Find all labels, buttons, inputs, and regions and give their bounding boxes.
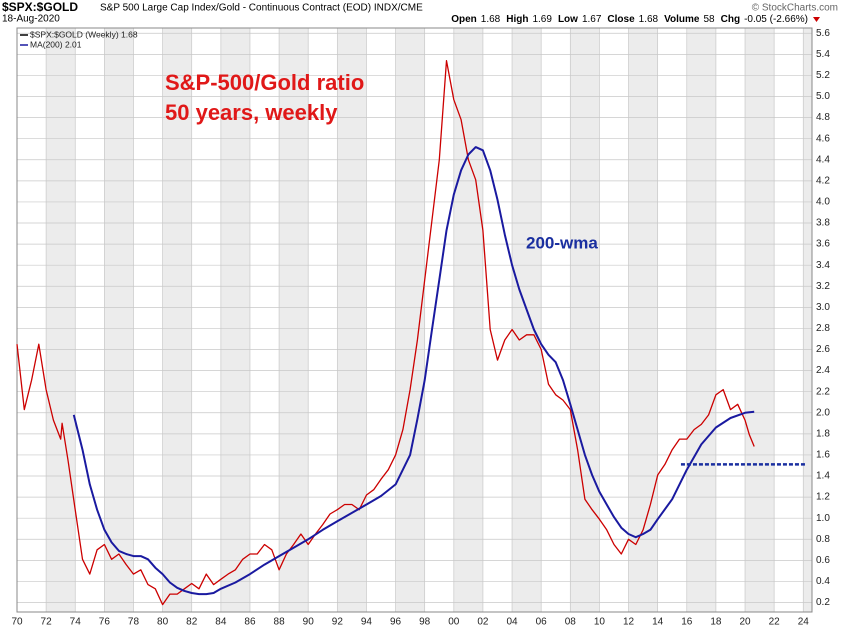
y-tick-label: 5.0: [816, 91, 830, 102]
quote-label: Volume: [664, 14, 700, 25]
band: [104, 28, 134, 612]
y-tick-label: 0.2: [816, 597, 830, 608]
x-tick-label: 22: [769, 617, 781, 628]
y-tick-label: 1.6: [816, 450, 830, 461]
y-tick-label: 3.2: [816, 281, 830, 292]
y-tick-label: 4.2: [816, 175, 830, 186]
y-tick-label: 4.6: [816, 133, 830, 144]
quote-value: 1.67: [582, 14, 602, 25]
quote-label: Chg: [721, 14, 740, 25]
x-tick-label: 00: [448, 617, 460, 628]
y-tick-label: 1.4: [816, 471, 830, 482]
symbol: $SPX:$GOLD: [2, 0, 78, 14]
description: S&P 500 Large Cap Index/Gold - Continuou…: [100, 3, 423, 14]
quote-value: -0.05 (-2.66%): [744, 14, 808, 25]
x-tick-label: 96: [390, 617, 402, 628]
y-tick-label: 5.6: [816, 28, 830, 39]
y-tick-label: 5.2: [816, 70, 830, 81]
y-tick-label: 2.6: [816, 344, 830, 355]
annotation: 50 years, weekly: [165, 100, 338, 125]
legend-label: MA(200) 2.01: [30, 39, 82, 49]
x-tick-label: 76: [99, 617, 111, 628]
band: [220, 28, 250, 612]
y-tick-label: 0.6: [816, 555, 830, 566]
plot-border: [16, 27, 813, 613]
band: [337, 28, 367, 612]
quote-value: 1.69: [532, 14, 552, 25]
y-tick-label: 4.4: [816, 154, 830, 165]
y-tick-label: 3.8: [816, 218, 830, 229]
y-tick-label: 1.2: [816, 492, 830, 503]
x-tick-label: 74: [70, 617, 82, 628]
band: [279, 28, 309, 612]
y-tick-label: 4.8: [816, 112, 830, 123]
y-tick-label: 3.0: [816, 302, 830, 313]
x-tick-label: 14: [652, 617, 664, 628]
y-tick-label: 0.4: [816, 576, 830, 587]
x-tick-label: 20: [739, 617, 751, 628]
quote-line: Open 1.68 High 1.69 Low 1.67 Close 1.68 Volume 58…: [451, 14, 808, 25]
y-tick-label: 4.0: [816, 197, 830, 208]
x-tick-label: 24: [798, 617, 810, 628]
band: [686, 28, 716, 612]
y-tick-label: 2.4: [816, 365, 830, 376]
quote: Open 1.68 High 1.69 Low 1.67 Close 1.68 Volume 58…: [451, 14, 808, 25]
quote-value: 1.68: [481, 14, 501, 25]
x-tick-label: 98: [419, 617, 431, 628]
band: [628, 28, 658, 612]
band: [745, 28, 775, 612]
quote-label: Close: [607, 14, 635, 25]
quote-value: 1.68: [639, 14, 659, 25]
down-arrow: [813, 17, 820, 22]
x-tick-label: 06: [536, 617, 548, 628]
series-line: [16, 60, 755, 606]
y-tick-label: 2.8: [816, 323, 830, 334]
x-tick-label: 86: [244, 617, 256, 628]
x-tick-label: 12: [623, 617, 635, 628]
x-tick-label: 90: [303, 617, 315, 628]
x-tick-label: 10: [594, 617, 606, 628]
annotation: 200-wma: [526, 233, 598, 252]
x-tick-label: 78: [128, 617, 140, 628]
quote-label: High: [506, 14, 528, 25]
x-tick-label: 02: [477, 617, 489, 628]
x-tick-label: 84: [215, 617, 227, 628]
band: [162, 28, 192, 612]
y-tick-label: 2.2: [816, 386, 830, 397]
y-tick-label: 3.6: [816, 239, 830, 250]
band: [570, 28, 600, 612]
x-tick-label: 94: [361, 617, 373, 628]
band: [803, 28, 812, 612]
x-tick-label: 04: [506, 617, 518, 628]
x-tick-label: 70: [11, 617, 23, 628]
series-line: [72, 146, 755, 596]
y-tick-label: 0.8: [816, 534, 830, 545]
x-tick-label: 82: [186, 617, 198, 628]
legend-label: $SPX:$GOLD (Weekly) 1.68: [30, 29, 138, 39]
y-tick-label: 1.0: [816, 513, 830, 524]
credit: © StockCharts.com: [752, 3, 838, 14]
band: [512, 28, 542, 612]
annotation: S&P-500/Gold ratio: [165, 70, 364, 95]
y-tick-label: 3.4: [816, 260, 830, 271]
y-tick-label: 2.0: [816, 407, 830, 418]
quote-label: Open: [451, 14, 477, 25]
x-tick-label: 72: [41, 617, 53, 628]
x-tick-label: 92: [332, 617, 344, 628]
x-tick-label: 88: [274, 617, 286, 628]
x-tick-label: 18: [710, 617, 722, 628]
y-tick-label: 1.8: [816, 428, 830, 439]
quote-value: 58: [704, 14, 716, 25]
x-tick-label: 16: [681, 617, 693, 628]
plot: 0.2 0.4 0.6 0.8 1.0 1.2 1.4 1.6 1.8 2.0 2.2 2.4 2.6 2…: [11, 27, 830, 628]
x-tick-label: 80: [157, 617, 169, 628]
quote-label: Low: [558, 14, 578, 25]
y-tick-label: 5.4: [816, 49, 830, 60]
band: [46, 28, 76, 612]
x-tick-label: 08: [565, 617, 577, 628]
band: [453, 28, 483, 612]
date: 18-Aug-2020: [2, 14, 60, 25]
